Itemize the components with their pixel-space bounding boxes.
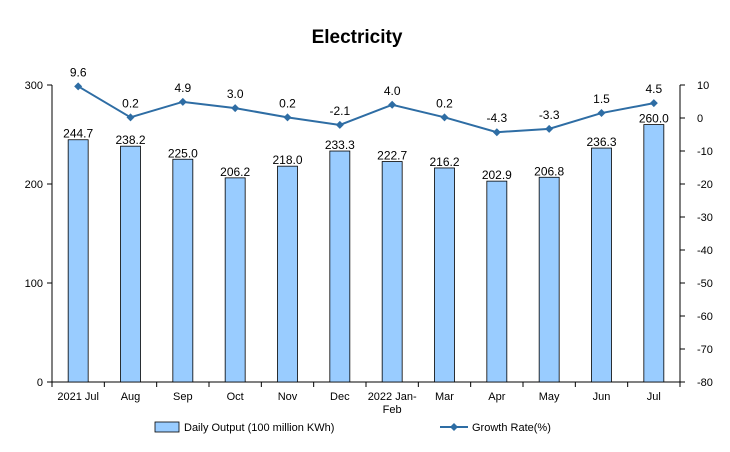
bar-data-label: 218.0 [272, 153, 302, 167]
legend-line-label: Growth Rate(%) [472, 422, 551, 434]
line-data-label: -3.3 [539, 108, 560, 122]
line-point [492, 128, 501, 137]
line-data-label: 0.2 [279, 96, 296, 110]
line-data-label: -2.1 [329, 104, 350, 118]
line-point [545, 124, 554, 133]
y-right-tick-label: -40 [697, 245, 713, 257]
x-tick-label: Aug [121, 391, 141, 403]
x-tick-label: 2022 Jan-Feb [368, 391, 417, 416]
bar [277, 165, 298, 383]
bar-data-label: 225.0 [168, 146, 198, 160]
legend: Daily Output (100 million KWh) Growth Rat… [154, 421, 551, 434]
y-right-tick-label: -80 [697, 377, 713, 389]
y-right-tick-label: 0 [697, 113, 703, 125]
y-left-tick-label: 200 [25, 179, 43, 191]
bar-data-label: 244.7 [63, 127, 93, 141]
y-right-tick-label: -10 [697, 146, 713, 158]
legend-bar-label: Daily Output (100 million KWh) [184, 422, 334, 434]
line-data-label: 3.0 [227, 87, 244, 101]
line-point [126, 113, 135, 122]
line-point [74, 82, 83, 91]
bar [643, 124, 665, 383]
legend-line-marker [450, 423, 458, 431]
bar [329, 150, 351, 383]
line-data-label: 1.5 [593, 92, 610, 106]
line-point [335, 120, 344, 129]
bar-data-label: 202.9 [482, 168, 512, 182]
line-data-label: 9.6 [70, 65, 87, 79]
legend-bar-swatch [154, 421, 180, 433]
line-point [597, 109, 606, 118]
x-tick-label: Nov [278, 391, 298, 403]
line-point [231, 104, 240, 113]
line-data-label: 4.9 [174, 81, 191, 95]
y-right-tick-label: -70 [697, 344, 713, 356]
bar-data-label: 206.8 [534, 164, 564, 178]
line-point [178, 97, 187, 106]
bar-data-label: 233.3 [325, 138, 355, 152]
line-point [388, 100, 397, 109]
line-data-label: 4.0 [384, 84, 401, 98]
y-right-tick-label: 10 [697, 80, 709, 92]
bar [172, 158, 194, 383]
line-data-label: 4.5 [645, 82, 662, 96]
bar-data-label: 216.2 [429, 155, 459, 169]
line-data-label: -4.3 [486, 111, 507, 125]
line-point [283, 113, 292, 122]
bar-data-label: 238.2 [115, 133, 145, 147]
y-left-tick-label: 0 [37, 377, 43, 389]
line-data-label: 0.2 [122, 96, 139, 110]
bar-data-label: 236.3 [586, 135, 616, 149]
x-tick-label: Dec [330, 391, 350, 403]
y-left-tick-label: 300 [25, 80, 43, 92]
bar [120, 145, 141, 383]
bar [381, 161, 403, 383]
y-right-tick-label: -20 [697, 179, 713, 191]
bar [434, 167, 455, 383]
x-tick-label: Apr [488, 391, 505, 403]
y-right-tick-label: -30 [697, 212, 713, 224]
x-tick-label: May [539, 391, 560, 403]
y-right-tick-label: -60 [697, 311, 713, 323]
line-data-label: 0.2 [436, 96, 453, 110]
bar-data-label: 206.2 [220, 165, 250, 179]
bar-data-label: 260.0 [639, 112, 669, 126]
bar-data-label: 222.7 [377, 149, 407, 163]
x-tick-label: Oct [227, 391, 244, 403]
growth-rate-line [77, 85, 655, 134]
line-point [649, 99, 658, 108]
x-tick-label: Jul [647, 391, 661, 403]
y-right-tick-label: -50 [697, 278, 713, 290]
chart-title: Electricity [312, 27, 403, 48]
bar [591, 147, 612, 383]
x-tick-label: Jun [593, 391, 611, 403]
y-left-tick-label: 100 [25, 278, 43, 290]
line-point [440, 113, 449, 122]
line-series: 9.6 0.2 4.9 3.0 0.2 -2.1 4.0 0.2 -4.3 -3.3 1.5 4.5 [70, 65, 662, 137]
x-tick-label: Sep [173, 391, 193, 403]
bar [486, 180, 508, 383]
x-tick-label: 2021 Jul [57, 391, 99, 403]
x-tick-label: Mar [435, 391, 454, 403]
bar [67, 139, 89, 383]
bar [224, 177, 246, 383]
bar [538, 176, 560, 383]
bar-series: 244.7 238.2 225.0 206.2 218.0 233.3 222.7 216.2… [63, 112, 669, 383]
